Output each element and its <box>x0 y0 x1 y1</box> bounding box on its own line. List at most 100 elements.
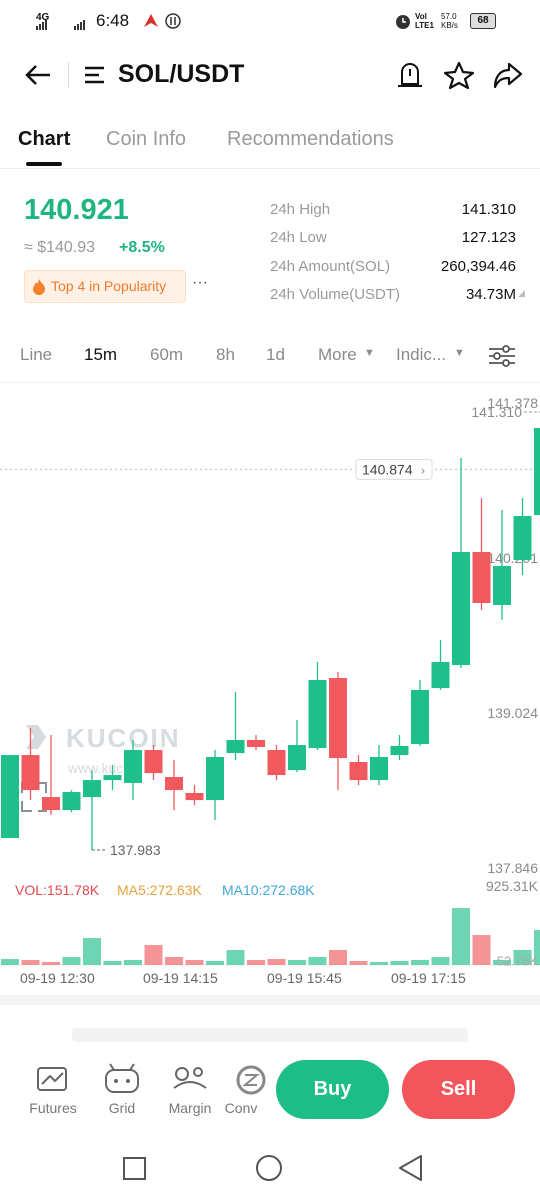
stat-label: 24h High <box>270 201 331 218</box>
candle-body <box>431 661 450 689</box>
candle-body <box>185 792 204 801</box>
ma10-label: MA10:272.68K <box>222 882 315 898</box>
candle-body <box>165 777 183 791</box>
chevron: › <box>421 463 425 477</box>
candle-body <box>534 428 540 516</box>
interval[interactable]: Line <box>20 345 53 364</box>
volume-bar <box>493 959 511 965</box>
volume-bar <box>103 960 122 965</box>
price-label: 141.310 <box>471 404 522 420</box>
candle-body <box>1 755 19 838</box>
current-price-label: 140.874 <box>362 461 413 477</box>
candle-body <box>103 775 122 781</box>
candle-body <box>308 679 327 749</box>
network: 4G <box>36 12 50 23</box>
volume-bar <box>349 960 368 965</box>
interval[interactable]: 15m <box>84 345 118 364</box>
candle-body <box>21 755 40 791</box>
candle-body <box>226 740 245 754</box>
stat-value: 260,394.46 <box>440 258 516 275</box>
stat-value: 141.310 <box>461 201 516 218</box>
volume-bar <box>247 959 265 965</box>
volume-bar <box>329 949 347 965</box>
buy-button[interactable]: Buy <box>276 1060 389 1119</box>
price-label: 141.378 <box>487 395 538 411</box>
tab-indicator <box>26 162 62 166</box>
candle-body <box>144 750 163 774</box>
interval[interactable]: Indic... <box>396 345 447 364</box>
header-actions[interactable] <box>396 60 526 90</box>
candle-body <box>83 780 101 798</box>
nav-label[interactable]: Conv <box>224 1100 258 1116</box>
nav-label[interactable]: Grid <box>108 1100 136 1116</box>
volume-bar <box>411 959 429 965</box>
volume-bar <box>144 945 163 965</box>
recents-button[interactable] <box>123 1157 146 1180</box>
volume-bar <box>513 949 532 965</box>
fiat-price: ≈ $140.93 <box>24 239 96 256</box>
volume-bar <box>21 959 40 965</box>
price-label: 137.846 <box>487 860 538 876</box>
alarm-icon <box>396 15 410 29</box>
badge[interactable]: Top 4 in Popularity <box>24 270 186 303</box>
back-nav-button[interactable] <box>399 1155 422 1181</box>
interval[interactable]: More <box>318 345 357 364</box>
interval[interactable]: 60m <box>150 345 184 364</box>
divider <box>0 168 540 169</box>
divider <box>68 62 69 88</box>
stat-value: 34.73M <box>465 286 516 303</box>
fire-icon <box>33 279 45 295</box>
volume-bar <box>83 938 101 965</box>
time-label: 09-19 12:30 <box>20 970 95 986</box>
stat-label: 24h Low <box>270 229 327 246</box>
volume-bar <box>288 959 306 965</box>
candlestick-chart: KUCOIN www.kucoin 141.378141.310140.2011… <box>0 395 540 986</box>
nav-label[interactable]: Futures <box>29 1100 77 1116</box>
tab[interactable]: Coin Info <box>106 128 187 150</box>
volume-bar <box>165 956 183 965</box>
vol-bottom-label: 52.75K <box>497 953 539 968</box>
clock: 6:48 <box>96 11 130 30</box>
stat-value: 127.123 <box>461 229 516 246</box>
candle-body <box>329 678 347 759</box>
candle-body <box>493 565 511 605</box>
candle-body <box>513 515 532 561</box>
volume-bar <box>62 956 81 965</box>
volume-bar <box>370 962 388 965</box>
candle-body <box>411 690 429 744</box>
candle-body <box>42 797 60 811</box>
back-button[interactable] <box>24 62 54 88</box>
watermark: KUCOIN <box>66 723 181 753</box>
more-dots[interactable]: ··· <box>192 274 208 291</box>
interval[interactable]: 8h <box>216 345 235 364</box>
tab[interactable]: Chart <box>18 128 71 150</box>
candle-body <box>472 552 491 603</box>
volume-bar <box>472 935 491 965</box>
current-price-box <box>355 458 433 480</box>
stat-label: 24h Amount(SOL) <box>270 258 391 275</box>
tab[interactable]: Recommendations <box>227 128 394 150</box>
candle-body <box>247 740 265 748</box>
home-button[interactable] <box>256 1155 282 1181</box>
settings-button[interactable] <box>488 344 516 368</box>
menu-button[interactable] <box>84 64 106 86</box>
nav-label[interactable]: Margin <box>168 1100 212 1116</box>
candle-body <box>62 792 81 811</box>
handle <box>72 1028 468 1042</box>
ma5-label: MA5:272.63K <box>117 882 202 898</box>
time-label: 09-19 17:15 <box>391 970 466 986</box>
candle-body <box>124 750 142 783</box>
change: +8.5% <box>119 239 165 256</box>
volume-bar <box>42 962 60 965</box>
battery: 68 <box>470 13 496 29</box>
vol-top-label: 925.31K <box>486 878 539 894</box>
volume-bar <box>308 956 327 965</box>
stat-label: 24h Volume(USDT) <box>270 286 401 303</box>
volume-bar <box>267 959 286 965</box>
sell-button[interactable]: Sell <box>402 1060 515 1119</box>
candle-body <box>349 762 368 781</box>
interval[interactable]: 1d <box>266 345 285 364</box>
speed: 57.0 KB/s <box>441 12 458 30</box>
time-label: 09-19 14:15 <box>143 970 218 986</box>
